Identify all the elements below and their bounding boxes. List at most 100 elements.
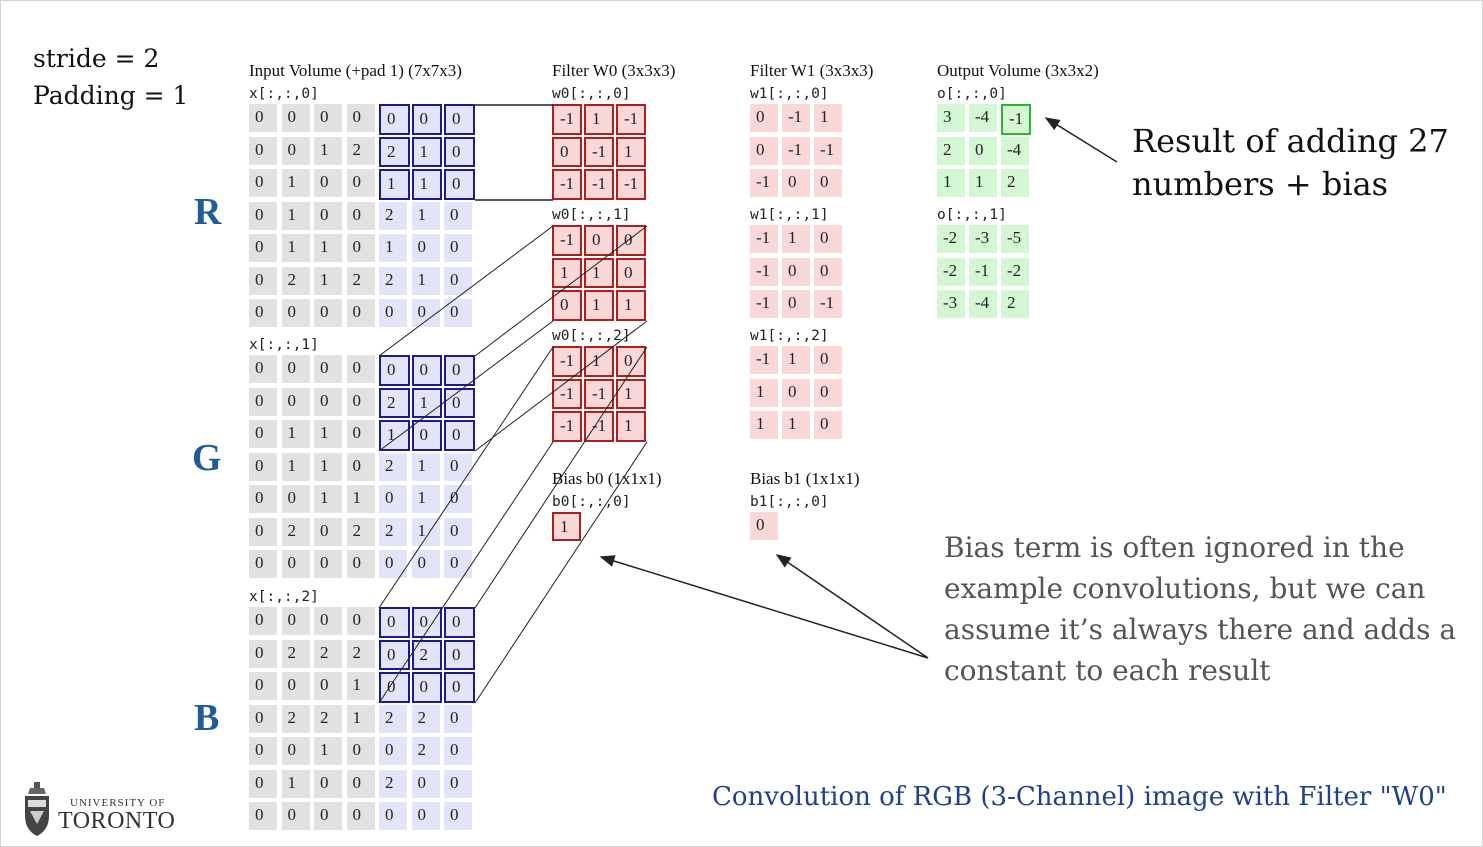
- result-annotation-line-1: Result of adding 27: [1132, 122, 1449, 160]
- output-slice-1-cell: -1: [969, 257, 997, 286]
- w0-slice-1-cell: 1: [584, 257, 614, 288]
- input-slice-1-cell: 0: [444, 355, 475, 386]
- input-slice-2-cell: 0: [379, 802, 407, 830]
- w0-slice-2-cell: -1: [552, 411, 582, 442]
- input-slice-2-cell: 2: [379, 769, 407, 798]
- bias-b1-label: b1[:,:,0]: [750, 494, 829, 510]
- input-slice-0-cell: 1: [314, 234, 342, 262]
- input-slice-2-cell: 0: [314, 672, 342, 700]
- input-slice-0-cell: 0: [444, 169, 475, 200]
- output-volume-title: Output Volume (3x3x2): [937, 61, 1099, 80]
- input-slice-2-cell: 2: [314, 639, 342, 668]
- input-slice-1-cell: 2: [281, 517, 310, 546]
- w0-slice-1-cell: -1: [552, 225, 582, 256]
- w1-slice-1-cell: -1: [750, 225, 778, 253]
- input-slice-1-cell: 2: [379, 387, 410, 418]
- input-slice-2-cell: 1: [346, 672, 375, 700]
- w0-slice-0-cell: -1: [616, 169, 646, 200]
- input-slice-2-cell: 2: [314, 704, 342, 733]
- input-slice-2-cell: 1: [346, 704, 375, 733]
- input-slice-1-cell: 0: [314, 517, 342, 546]
- input-slice-2-cell: 0: [249, 769, 277, 798]
- w1-slice-2-cell: 0: [814, 411, 842, 439]
- input-slice-1-cell: 1: [281, 452, 310, 481]
- input-slice-1-cell: 0: [346, 420, 375, 448]
- input-slice-1-cell: 0: [249, 420, 277, 448]
- input-slice-1-cell: 0: [249, 485, 277, 513]
- w1-slice-2-cell: 1: [750, 378, 778, 407]
- w0-slice-1-cell: 0: [552, 290, 582, 321]
- output-slice-1-cell: -2: [937, 257, 965, 286]
- input-slice-1-cell: 0: [281, 387, 310, 416]
- result-annotation: Result of adding 27 numbers + bias: [1132, 120, 1449, 206]
- w1-slice-0-label: w1[:,:,0]: [750, 86, 829, 102]
- university-logo: UNIVERSITY OF TORONTO: [22, 780, 175, 842]
- input-slice-0-cell: 0: [346, 104, 375, 132]
- input-slice-1-cell: 0: [249, 517, 277, 546]
- input-slice-1-cell: 0: [444, 452, 472, 481]
- input-slice-1-cell: 0: [249, 550, 277, 578]
- output-slice-0-cell: 2: [937, 136, 965, 165]
- input-slice-0-cell: 1: [411, 136, 442, 167]
- output-slice-1-cell: -3: [937, 290, 965, 318]
- input-slice-1-cell: 0: [314, 355, 342, 383]
- input-slice-2-cell: 0: [346, 802, 375, 830]
- w0-slice-2-cell: -1: [584, 378, 614, 409]
- w0-slice-2-cell: -1: [552, 378, 582, 409]
- bias-annotation-line-2: example convolutions, but we can: [944, 572, 1426, 605]
- input-slice-1-cell: 0: [444, 517, 472, 546]
- input-slice-0-cell: 1: [314, 266, 342, 295]
- input-slice-2-cell: 2: [411, 639, 442, 670]
- w0-slice-0-cell: -1: [552, 104, 582, 135]
- w1-slice-1-label: w1[:,:,1]: [750, 207, 829, 223]
- input-slice-2-cell: 0: [444, 639, 475, 670]
- w0-slice-0-label: w0[:,:,0]: [552, 86, 631, 102]
- w1-slice-2-cell: 1: [782, 346, 810, 374]
- input-slice-1-cell: 2: [346, 517, 375, 546]
- input-slice-0-cell: 0: [314, 104, 342, 132]
- output-slice-1-cell: -2: [1001, 257, 1029, 286]
- input-slice-2-cell: 0: [346, 737, 375, 765]
- input-slice-0-cell: 0: [346, 299, 375, 327]
- input-slice-1-cell: 0: [444, 387, 475, 418]
- output-slice-0-cell: 1: [937, 169, 965, 197]
- input-slice-1-cell: 1: [314, 485, 342, 513]
- output-slice-1-label: o[:,:,1]: [937, 207, 1007, 223]
- input-slice-2-cell: 1: [281, 769, 310, 798]
- input-slice-0-cell: 1: [281, 169, 310, 197]
- input-slice-1-cell: 1: [281, 420, 310, 448]
- w0-slice-0-cell: 1: [584, 104, 614, 135]
- input-slice-2-cell: 2: [411, 704, 440, 733]
- input-slice-0-cell: 0: [444, 299, 472, 327]
- w1-slice-1-cell: -1: [750, 257, 778, 286]
- w0-slice-0-cell: 0: [552, 136, 582, 167]
- output-slice-0-cell: -1: [1001, 104, 1031, 135]
- w1-slice-2-cell: 0: [814, 346, 842, 374]
- output-slice-0-cell: 3: [937, 104, 965, 132]
- input-slice-2-cell: 2: [379, 704, 407, 733]
- w1-slice-2-label: w1[:,:,2]: [750, 328, 829, 344]
- channel-label-g: G: [192, 437, 222, 479]
- input-slice-2-cell: 0: [314, 802, 342, 830]
- input-slice-0-cell: 1: [379, 169, 410, 200]
- input-slice-1-cell: 0: [411, 550, 440, 578]
- input-slice-1-cell: 1: [411, 387, 442, 418]
- logo-university-text: UNIVERSITY OF: [70, 797, 166, 809]
- input-slice-0-cell: 1: [379, 234, 407, 262]
- result-annotation-line-2: numbers + bias: [1132, 165, 1389, 203]
- input-slice-0-cell: 0: [346, 234, 375, 262]
- input-slice-0-cell: 0: [379, 299, 407, 327]
- bias-annotation-line-1: Bias term is often ignored in the: [944, 531, 1405, 564]
- input-slice-1-cell: 1: [314, 420, 342, 448]
- w0-slice-2-label: w0[:,:,2]: [552, 328, 631, 344]
- input-slice-0-cell: 0: [314, 299, 342, 327]
- input-slice-2-cell: 2: [411, 737, 440, 765]
- w1-slice-2-cell: 0: [814, 378, 842, 407]
- input-slice-2-label: x[:,:,2]: [249, 589, 319, 605]
- input-slice-2-cell: 0: [249, 737, 277, 765]
- w1-slice-0-cell: -1: [814, 136, 842, 165]
- w0-slice-1-cell: 0: [616, 225, 646, 256]
- input-slice-0-cell: 0: [249, 201, 277, 230]
- input-slice-0-cell: 1: [411, 201, 440, 230]
- input-slice-2-cell: 0: [314, 769, 342, 798]
